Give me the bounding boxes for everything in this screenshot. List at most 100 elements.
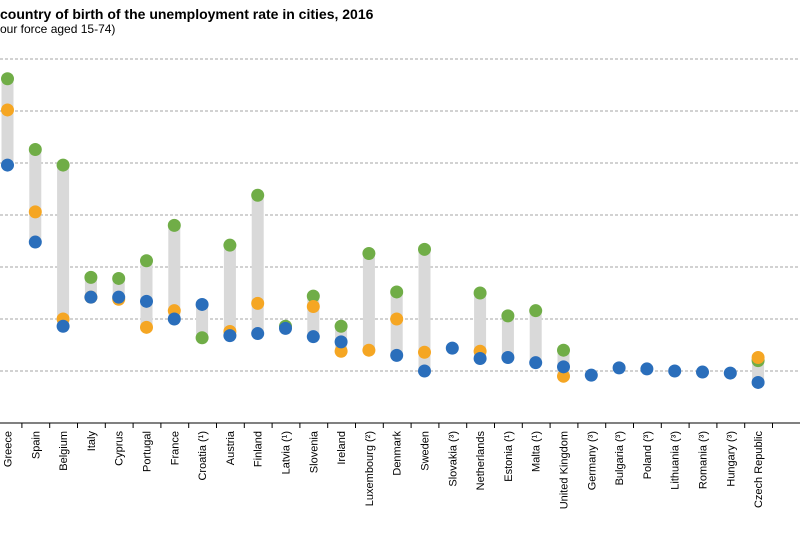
- data-point-series-1: [557, 369, 570, 383]
- data-point-series-2: [306, 330, 320, 344]
- x-tick-label: Latvia (¹): [281, 431, 293, 474]
- x-tick-label: Poland (³): [642, 431, 654, 479]
- data-point-series-2: [723, 366, 737, 380]
- x-tick-label: Spain: [30, 431, 42, 459]
- x-tick-label: Ireland: [336, 431, 348, 465]
- chart-subtitle: our force aged 15-74): [0, 22, 116, 36]
- data-point-series-1: [251, 296, 265, 310]
- range-bar: [251, 195, 264, 334]
- data-point-series-0: [56, 158, 70, 172]
- data-point-series-2: [28, 235, 42, 249]
- data-point-series-0: [28, 142, 42, 156]
- data-point-series-2: [251, 327, 265, 341]
- range-bar: [57, 165, 70, 327]
- x-tick-label: Malta (¹): [531, 431, 543, 472]
- data-point-series-0: [501, 309, 515, 323]
- data-point-series-0: [557, 343, 570, 357]
- data-point-series-0: [223, 238, 237, 252]
- data-point-series-1: [28, 205, 42, 219]
- data-point-series-2: [584, 368, 598, 382]
- data-point-series-2: [140, 294, 153, 308]
- data-point-series-2: [167, 312, 181, 326]
- data-point-series-2: [640, 362, 654, 376]
- range-bar: [168, 225, 181, 319]
- x-tick-label: Netherlands: [475, 431, 487, 491]
- data-point-series-2: [751, 375, 765, 389]
- data-point-series-2: [390, 348, 404, 362]
- range-bar: [501, 315, 514, 358]
- x-tick-label: Bulgaria (³): [614, 431, 626, 485]
- x-tick-label: Belgium: [58, 431, 70, 471]
- data-point-series-2: [612, 361, 626, 375]
- data-point-series-2: [279, 321, 292, 335]
- x-tick-label: Portugal: [142, 431, 154, 472]
- range-bar: [140, 260, 153, 328]
- data-point-series-0: [1, 72, 14, 86]
- range-bar: [418, 249, 431, 371]
- x-tick-label: Greece: [3, 431, 15, 467]
- range-bar: [474, 293, 487, 359]
- x-tick-label: Hungary (³): [725, 431, 737, 487]
- data-point-series-1: [140, 320, 153, 334]
- x-tick-label: United Kingdom: [559, 431, 571, 509]
- x-tick-label: Italy: [86, 431, 98, 452]
- x-tick-label: Lithuania (³): [670, 431, 682, 490]
- data-point-series-0: [84, 270, 98, 284]
- data-point-series-2: [557, 360, 570, 374]
- data-point-series-1: [334, 344, 348, 358]
- range-bar: [223, 245, 236, 336]
- x-tick-label: Slovakia (³): [447, 431, 459, 487]
- data-point-series-1: [362, 343, 376, 357]
- data-point-series-1: [418, 345, 431, 359]
- x-tick-label: Austria: [225, 430, 237, 465]
- x-tick-label: Croatia (¹): [197, 431, 209, 481]
- data-point-series-2: [501, 350, 515, 364]
- data-point-series-2: [1, 158, 14, 172]
- x-tick-label: Denmark: [392, 431, 404, 476]
- data-point-series-1: [1, 103, 14, 117]
- data-point-series-2: [56, 319, 70, 333]
- range-bar: [196, 304, 209, 338]
- data-point-series-0: [112, 271, 126, 285]
- data-point-series-1: [390, 312, 404, 326]
- data-point-series-0: [473, 286, 487, 300]
- data-point-series-2: [445, 341, 459, 355]
- range-bar: [529, 310, 542, 363]
- data-point-series-0: [390, 285, 404, 299]
- data-point-series-0: [306, 289, 320, 303]
- data-point-series-0: [418, 242, 431, 256]
- x-tick-label: Cyprus: [114, 431, 126, 466]
- range-bar: [1, 78, 14, 166]
- x-tick-label: Sweden: [420, 431, 432, 471]
- range-bar: [29, 149, 42, 243]
- data-point-series-0: [140, 254, 153, 268]
- x-tick-label: France: [169, 431, 181, 465]
- x-tick-label: Finland: [253, 431, 265, 467]
- data-point-series-2: [84, 290, 98, 304]
- data-point-series-0: [362, 246, 376, 260]
- data-point-series-2: [473, 352, 487, 366]
- data-point-series-2: [529, 356, 543, 370]
- data-point-series-2: [334, 335, 348, 349]
- data-point-series-1: [751, 350, 765, 364]
- x-tick-label: Germany (³): [586, 431, 598, 490]
- data-point-series-0: [195, 331, 209, 345]
- x-tick-label: Romania (³): [698, 431, 710, 489]
- x-tick-label: Estonia (¹): [503, 431, 515, 482]
- data-point-series-2: [696, 365, 709, 379]
- x-tick-label: Luxembourg (²): [364, 431, 376, 506]
- data-point-series-1: [306, 300, 320, 314]
- data-point-series-0: [529, 304, 543, 318]
- data-point-series-2: [195, 297, 209, 311]
- data-point-series-2: [223, 329, 237, 343]
- data-point-series-2: [418, 364, 431, 378]
- data-point-series-0: [334, 319, 348, 333]
- chart-title: country of birth of the unemployment rat…: [0, 6, 374, 22]
- data-point-series-0: [251, 188, 265, 202]
- x-tick-label: Czech Republic: [753, 431, 765, 509]
- data-point-series-2: [112, 290, 126, 304]
- x-tick-label: Slovenia: [308, 430, 320, 473]
- data-point-series-2: [668, 364, 682, 378]
- range-bar: [362, 253, 375, 351]
